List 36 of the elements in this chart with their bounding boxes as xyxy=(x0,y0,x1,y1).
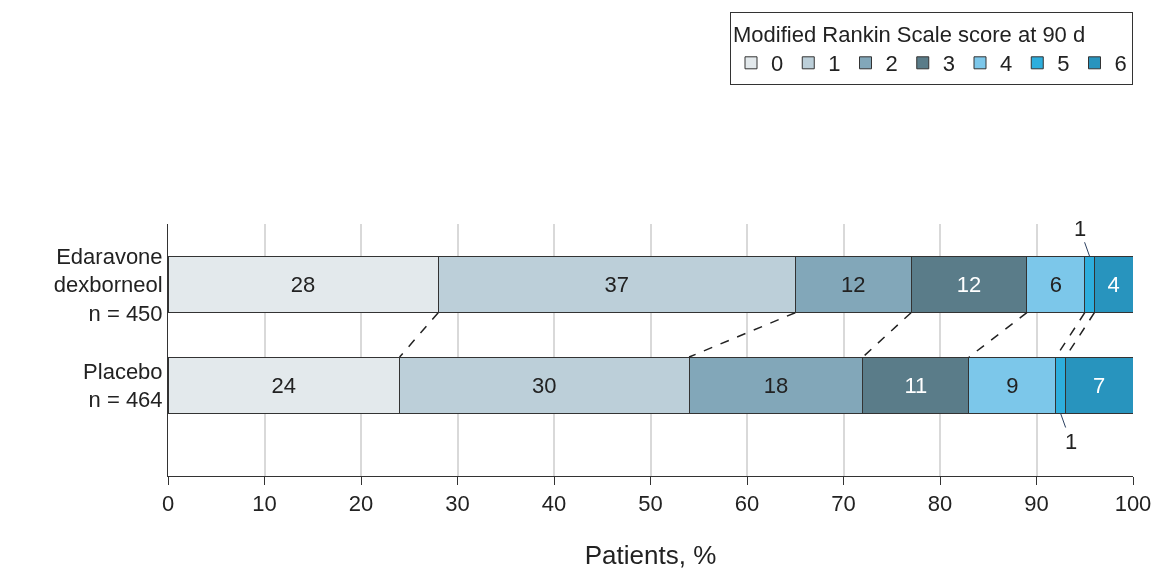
data-label: 18 xyxy=(763,372,789,398)
data-label: 37 xyxy=(604,271,629,297)
legend-label: 1 xyxy=(828,51,841,77)
x-tick-label: 60 xyxy=(734,491,760,517)
x-tick-label: 70 xyxy=(831,491,856,517)
y-tick-label: Edaravone dexborneol n = 450 xyxy=(53,243,163,326)
data-label: 7 xyxy=(1093,372,1106,398)
x-tick-label: 30 xyxy=(445,491,470,517)
legend-title: Modified Rankin Scale score at 90 d xyxy=(733,22,1086,47)
data-label: 12 xyxy=(956,271,982,297)
legend-label: 6 xyxy=(1114,51,1127,77)
x-tick-label: 90 xyxy=(1024,491,1049,517)
data-label: 30 xyxy=(532,372,557,398)
legend-label: 2 xyxy=(885,51,898,77)
legend-label: 4 xyxy=(1000,51,1013,77)
x-tick-label: 50 xyxy=(638,491,663,517)
data-label: 6 xyxy=(1049,271,1062,297)
x-tick-label: 100 xyxy=(1114,491,1152,517)
data-label: 28 xyxy=(290,271,316,297)
x-tick-label: 40 xyxy=(541,491,567,517)
y-tick-label: Placebo n = 464 xyxy=(83,358,163,413)
data-label: 9 xyxy=(1006,372,1019,398)
data-label: 1 xyxy=(1065,429,1078,454)
data-label: 24 xyxy=(271,372,297,398)
x-tick-label: 80 xyxy=(927,491,953,517)
data-label: 12 xyxy=(840,271,866,297)
x-axis-title: Patients, % xyxy=(584,540,717,571)
legend-label: 0 xyxy=(771,51,784,77)
legend-label: 3 xyxy=(942,51,955,77)
data-label: 4 xyxy=(1107,271,1120,297)
x-tick-label: 20 xyxy=(348,491,374,517)
x-tick-label: 0 xyxy=(161,491,175,517)
legend-label: 5 xyxy=(1057,51,1070,77)
data-label: 11 xyxy=(904,372,928,398)
data-label: 1 xyxy=(1074,216,1087,241)
x-tick-label: 10 xyxy=(252,491,277,517)
